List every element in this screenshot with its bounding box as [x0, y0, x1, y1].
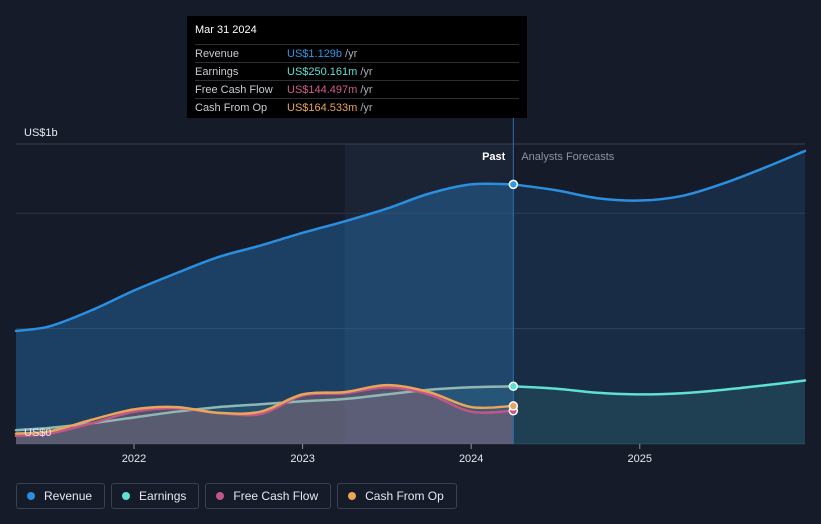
tooltip-unit: /yr	[360, 65, 373, 78]
tooltip-value: US$164.533m	[287, 101, 358, 114]
earnings-marker	[508, 381, 519, 392]
free-cash-flow-dot-icon	[216, 492, 225, 500]
x-tick-label-2023: 2023	[290, 453, 314, 465]
y-axis-label-bottom: US$0	[24, 427, 52, 439]
y-axis-label-top: US$1b	[24, 127, 58, 139]
legend-item-free-cash-flow[interactable]: Free Cash Flow	[205, 483, 332, 509]
revenue-marker	[508, 179, 519, 190]
revenue-forecast-area	[513, 150, 805, 444]
tooltip-row-revenue: Revenue US$1.129b /yr	[195, 44, 519, 62]
tooltip-value: US$1.129b	[287, 47, 343, 60]
earnings-forecast-area	[513, 380, 805, 444]
tooltip-row-cash-from-op: Cash From Op US$164.533m /yr	[195, 98, 519, 116]
cash-from-op-past-line	[14, 383, 515, 435]
tooltip-label: Free Cash Flow	[195, 83, 273, 96]
cash-from-op-dot-icon	[348, 492, 357, 500]
revenue-forecast-line	[512, 149, 807, 202]
legend-item-revenue[interactable]: Revenue	[16, 483, 106, 509]
tooltip-label: Cash From Op	[195, 101, 268, 114]
tooltip-row-free-cash-flow: Free Cash Flow US$144.497m /yr	[195, 80, 519, 98]
legend-label: Revenue	[44, 489, 93, 503]
tooltip-value: US$144.497m	[287, 83, 358, 96]
legend-label: Free Cash Flow	[233, 489, 319, 503]
cash-from-op-marker	[508, 401, 519, 411]
revenue-past-line	[14, 182, 515, 333]
earnings-past-area	[16, 386, 514, 444]
legend-item-cash-from-op[interactable]: Cash From Op	[337, 483, 457, 509]
earnings-dot-icon	[122, 492, 131, 500]
revenue-past-area	[16, 183, 514, 444]
legend-label: Earnings	[139, 489, 187, 503]
legend: Revenue Earnings Free Cash Flow Cash Fro…	[16, 483, 457, 511]
earnings-forecast-line	[512, 379, 807, 396]
revenue-dot-icon	[27, 492, 35, 500]
free-cash-flow-past-area	[16, 387, 514, 444]
forecast-label: Analysts Forecasts	[521, 151, 614, 163]
tooltip-unit: /yr	[345, 47, 358, 60]
tooltip-unit: /yr	[360, 101, 373, 114]
x-tick-label-2025: 2025	[628, 453, 652, 465]
tooltip-row-earnings: Earnings US$250.161m /yr	[195, 62, 519, 80]
tooltip: Mar 31 2024 Revenue US$1.129b /yr Earnin…	[187, 16, 527, 118]
tooltip-label: Revenue	[195, 47, 240, 60]
tooltip-value: US$250.161m	[287, 65, 358, 78]
past-label: Past	[482, 151, 506, 163]
cash-from-op-past-area	[16, 385, 514, 444]
tooltip-date: Mar 31 2024	[195, 24, 257, 36]
free-cash-flow-past-line	[14, 386, 515, 438]
legend-label: Cash From Op	[365, 489, 444, 503]
x-tick-label-2022: 2022	[122, 453, 146, 465]
legend-item-earnings[interactable]: Earnings	[111, 483, 200, 509]
x-tick-label-2024: 2024	[459, 453, 483, 465]
tooltip-label: Earnings	[195, 65, 239, 78]
tooltip-unit: /yr	[360, 83, 373, 96]
